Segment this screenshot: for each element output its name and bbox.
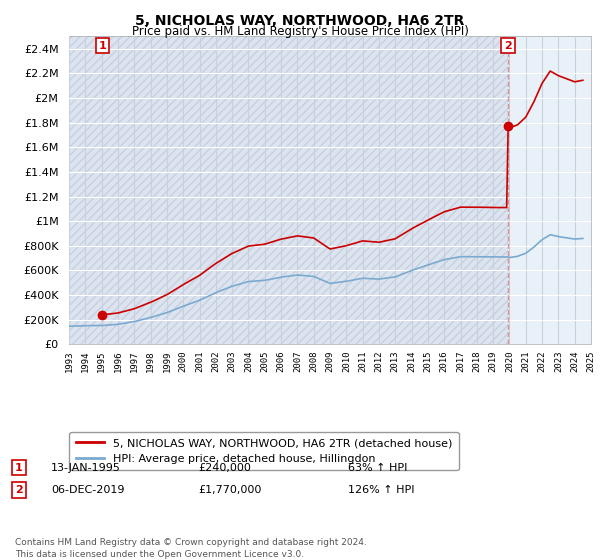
Text: 2: 2 (504, 41, 512, 50)
Text: Price paid vs. HM Land Registry's House Price Index (HPI): Price paid vs. HM Land Registry's House … (131, 25, 469, 38)
Text: 126% ↑ HPI: 126% ↑ HPI (348, 485, 415, 495)
Text: 1: 1 (98, 41, 106, 50)
Text: 5, NICHOLAS WAY, NORTHWOOD, HA6 2TR: 5, NICHOLAS WAY, NORTHWOOD, HA6 2TR (136, 14, 464, 28)
Text: Contains HM Land Registry data © Crown copyright and database right 2024.
This d: Contains HM Land Registry data © Crown c… (15, 538, 367, 559)
Text: 13-JAN-1995: 13-JAN-1995 (51, 463, 121, 473)
Text: 2: 2 (15, 485, 23, 495)
Text: 63% ↑ HPI: 63% ↑ HPI (348, 463, 407, 473)
Bar (69, 36, 508, 344)
Text: £240,000: £240,000 (198, 463, 251, 473)
Text: 1: 1 (15, 463, 23, 473)
Text: 06-DEC-2019: 06-DEC-2019 (51, 485, 125, 495)
Text: £1,770,000: £1,770,000 (198, 485, 262, 495)
Bar (508, 36, 591, 344)
Legend: 5, NICHOLAS WAY, NORTHWOOD, HA6 2TR (detached house), HPI: Average price, detach: 5, NICHOLAS WAY, NORTHWOOD, HA6 2TR (det… (70, 432, 459, 470)
Bar (69, 36, 508, 344)
